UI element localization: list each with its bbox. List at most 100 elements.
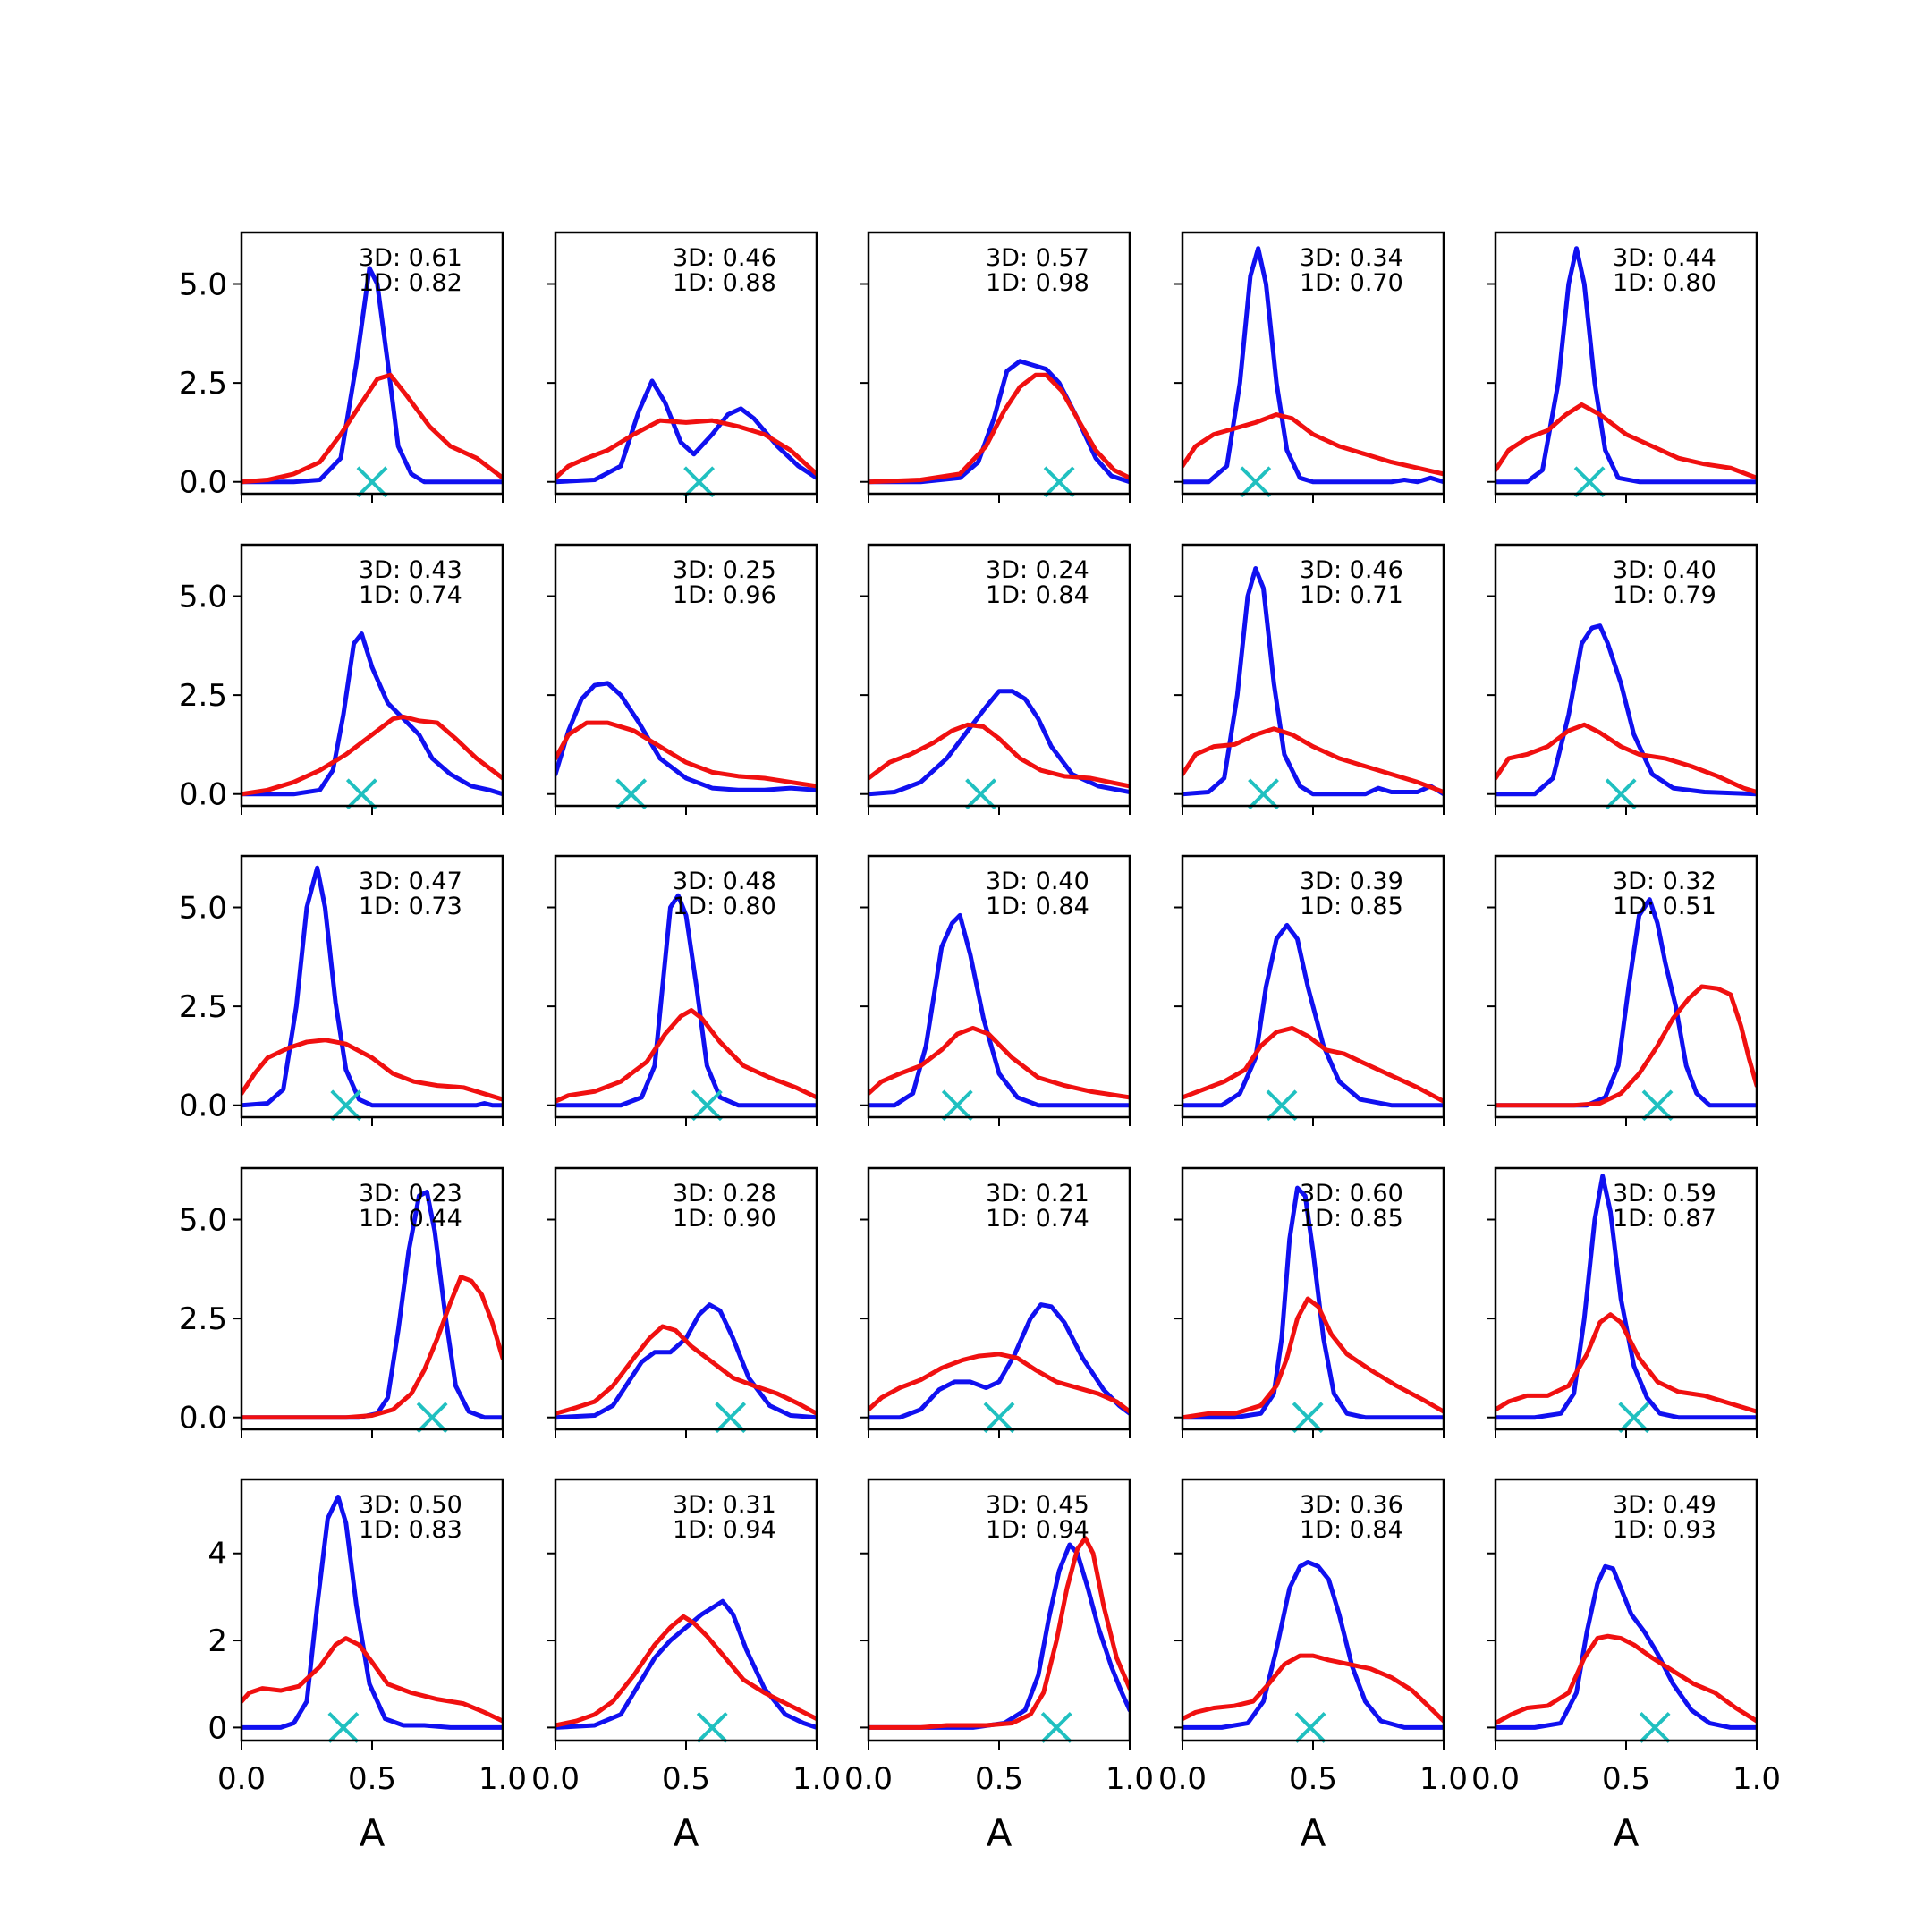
annotation-3d: 3D: 0.31 <box>673 1491 776 1519</box>
true-value-x-marker <box>356 466 388 498</box>
marker-stroke-b <box>1573 466 1606 498</box>
true-value-x-marker <box>615 778 648 810</box>
annotation-1d: 1D: 0.84 <box>986 893 1089 920</box>
blue-density-curve <box>1182 1185 1444 1420</box>
true-value-x-marker <box>715 1402 747 1434</box>
marker-stroke-b <box>1240 466 1272 498</box>
marker-stroke-b <box>696 1711 728 1743</box>
x-tick-label: 1.0 <box>1106 1761 1154 1797</box>
blue-density-curve <box>555 893 817 1108</box>
y-tick-label: 4 <box>208 1537 227 1572</box>
marker-stroke-b <box>1043 466 1075 498</box>
red-density-curve <box>1496 1633 1757 1726</box>
y-tick-label: 5.0 <box>179 580 227 615</box>
x-tick-label: 0.5 <box>1602 1761 1650 1797</box>
red-density-curve <box>1182 1653 1444 1724</box>
annotation-3d: 3D: 0.46 <box>1300 556 1403 584</box>
annotation-1d: 1D: 0.84 <box>1300 1516 1403 1544</box>
true-value-x-marker <box>1618 1402 1650 1434</box>
annotation-1d: 1D: 0.93 <box>1613 1516 1716 1544</box>
true-value-x-marker <box>941 1089 973 1122</box>
annotation-1d: 1D: 0.83 <box>359 1516 462 1544</box>
red-density-curve <box>555 418 817 480</box>
annotation-1d: 1D: 0.44 <box>359 1205 462 1233</box>
annotation-1d: 1D: 0.94 <box>673 1516 776 1544</box>
annotation-3d: 3D: 0.40 <box>1613 556 1716 584</box>
x-tick-label: 0.0 <box>531 1761 580 1797</box>
marker-stroke-b <box>345 778 377 810</box>
x-axis-label: A <box>1614 1811 1640 1855</box>
annotation-3d: 3D: 0.60 <box>1300 1180 1403 1208</box>
true-value-x-marker <box>1266 1089 1298 1122</box>
y-tick-label: 0.0 <box>179 777 227 813</box>
red-density-curve <box>242 714 503 797</box>
annotation-1d: 1D: 0.73 <box>359 893 462 920</box>
marker-stroke-b <box>691 1089 723 1122</box>
red-density-curve <box>1182 1296 1444 1420</box>
true-value-x-marker <box>696 1711 728 1743</box>
annotation-3d: 3D: 0.21 <box>986 1180 1089 1208</box>
annotation-3d: 3D: 0.45 <box>986 1491 1089 1519</box>
marker-stroke-b <box>965 778 996 810</box>
red-density-curve <box>1496 722 1757 795</box>
annotation-1d: 1D: 0.51 <box>1613 893 1716 920</box>
red-density-curve <box>869 372 1130 485</box>
annotation-3d: 3D: 0.24 <box>986 556 1089 584</box>
red-density-curve <box>869 1025 1130 1100</box>
x-tick-label: 0.0 <box>1158 1761 1207 1797</box>
x-axis-label: A <box>987 1811 1013 1855</box>
x-tick-label: 1.0 <box>1733 1761 1781 1797</box>
annotation-1d: 1D: 0.70 <box>1300 269 1403 297</box>
true-value-x-marker <box>330 1089 362 1122</box>
y-tick-label: 2 <box>208 1623 227 1659</box>
blue-density-curve <box>242 1494 503 1730</box>
x-axis-label: A <box>1301 1811 1326 1855</box>
annotation-3d: 3D: 0.61 <box>359 244 462 272</box>
annotation-1d: 1D: 0.74 <box>986 1205 1089 1233</box>
true-value-x-marker <box>1043 466 1075 498</box>
red-density-curve <box>555 1008 817 1104</box>
x-tick-label: 0.5 <box>1289 1761 1337 1797</box>
red-density-curve <box>869 722 1130 789</box>
annotation-1d: 1D: 0.87 <box>1613 1205 1716 1233</box>
annotation-3d: 3D: 0.25 <box>673 556 776 584</box>
x-tick-label: 0.0 <box>1471 1761 1520 1797</box>
true-value-x-marker <box>1639 1711 1671 1743</box>
red-density-curve <box>1496 1312 1757 1414</box>
red-density-curve <box>1182 412 1444 477</box>
annotation-3d: 3D: 0.48 <box>673 868 776 895</box>
red-density-curve <box>869 1536 1130 1730</box>
x-axis-label: A <box>360 1811 386 1855</box>
blue-density-curve <box>1496 246 1757 485</box>
annotation-1d: 1D: 0.94 <box>986 1516 1089 1544</box>
x-tick-label: 1.0 <box>792 1761 841 1797</box>
marker-stroke-b <box>327 1711 360 1743</box>
y-tick-label: 0.0 <box>179 465 227 501</box>
annotation-3d: 3D: 0.32 <box>1613 868 1716 895</box>
marker-stroke-b <box>983 1402 1015 1434</box>
red-density-curve <box>242 1275 503 1420</box>
annotation-1d: 1D: 0.84 <box>986 581 1089 609</box>
blue-density-curve <box>869 359 1130 485</box>
marker-stroke-b <box>715 1402 747 1434</box>
annotation-3d: 3D: 0.44 <box>1613 244 1716 272</box>
true-value-x-marker <box>1040 1711 1072 1743</box>
y-tick-label: 5.0 <box>179 1203 227 1239</box>
true-value-x-marker <box>983 1402 1015 1434</box>
